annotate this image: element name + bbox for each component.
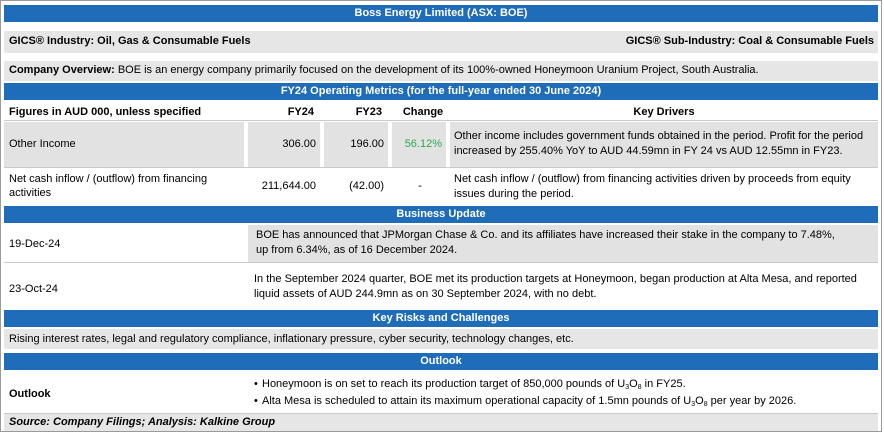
source-note: Source: Company Filings; Analysis: Kalki…	[9, 416, 276, 428]
update-text: In the September 2024 quarter, BOE met i…	[254, 273, 857, 300]
outlook-bullet: Alta Mesa is scheduled to attain its max…	[254, 393, 864, 410]
subscript: 8	[637, 384, 642, 391]
outlook-row: Outlook Honeymoon is on set to reach its…	[4, 373, 878, 411]
fy23-cell: 196.00	[324, 122, 388, 167]
bullet-text: Honeymoon is on set to reach its product…	[262, 378, 626, 390]
gics-industry: GICS® Industry: Oil, Gas & Consumable Fu…	[9, 35, 251, 47]
change-cell: 56.12%	[392, 122, 446, 167]
update-text-cell: BOE has announced that JPMorgan Chase & …	[248, 225, 878, 262]
header-figures: Figures in AUD 000, unless specified	[9, 106, 202, 118]
metric-label: Other Income	[9, 138, 76, 150]
gics-sub-industry: GICS® Sub-Industry: Coal & Consumable Fu…	[625, 35, 874, 47]
company-overview-text: BOE is an energy company primarily focus…	[117, 64, 759, 76]
update-date: 23-Oct-24	[9, 283, 58, 295]
header-change: Change	[402, 106, 444, 118]
table-row: Net cash inflow / (outflow) from financi…	[4, 170, 878, 204]
source-row: Source: Company Filings; Analysis: Kalki…	[4, 413, 878, 431]
table-row: Other Income 306.00 196.00 56.12% Other …	[4, 122, 878, 168]
key-drivers-cell: Other income includes government funds o…	[450, 122, 878, 167]
change-value: 56.12%	[404, 138, 442, 150]
bullet-text: per year by 2026.	[707, 395, 797, 407]
key-drivers-text: Net cash inflow / (outflow) from financi…	[454, 173, 851, 200]
metric-label: Net cash inflow / (outflow) from financi…	[9, 173, 208, 199]
header-fy24: FY24	[287, 106, 314, 118]
list-item: 19-Dec-24 BOE has announced that JPMorga…	[4, 225, 878, 263]
key-drivers-text: Other income includes government funds o…	[454, 130, 864, 157]
outlook-bullets: Honeymoon is on set to reach its product…	[254, 376, 864, 410]
fy24-value: 211,644.00	[261, 180, 316, 192]
update-text: BOE has announced that JPMorgan Chase & …	[256, 229, 835, 256]
fy23-value: (42.00)	[349, 180, 384, 192]
metric-label-cell: Other Income	[4, 122, 244, 167]
gics-row: GICS® Industry: Oil, Gas & Consumable Fu…	[4, 31, 878, 53]
outlook-label: Outlook	[9, 388, 51, 400]
fy24-cell: 306.00	[248, 122, 320, 167]
fy23-value: 196.00	[350, 138, 384, 150]
outlook-bullet: Honeymoon is on set to reach its product…	[254, 376, 864, 393]
header-key-drivers: Key Drivers	[633, 106, 695, 118]
bullet-text: O	[695, 395, 704, 407]
company-overview-row: Company Overview: BOE is an energy compa…	[4, 61, 878, 81]
table-title: Boss Energy Limited (ASX: BOE)	[4, 5, 878, 22]
operating-metrics-title: FY24 Operating Metrics (for the full-yea…	[4, 83, 878, 100]
company-overview: Company Overview: BOE is an energy compa…	[9, 64, 759, 76]
bullet-text: O	[629, 378, 638, 390]
subscript: 3	[691, 401, 696, 408]
fy24-value: 306.00	[282, 138, 316, 150]
header-fy23: FY23	[355, 106, 382, 118]
subscript: 3	[625, 384, 630, 391]
bullet-text: in FY25.	[641, 378, 686, 390]
company-overview-label: Company Overview:	[9, 64, 115, 76]
update-date: 19-Dec-24	[9, 238, 61, 250]
metrics-header-row: Figures in AUD 000, unless specified FY2…	[4, 104, 878, 121]
bullet-text: Alta Mesa is scheduled to attain its max…	[262, 395, 692, 407]
risks-title: Key Risks and Challenges	[4, 310, 878, 327]
risks-text: Rising interest rates, legal and regulat…	[9, 333, 574, 345]
subscript: 8	[703, 401, 708, 408]
business-update-title: Business Update	[4, 206, 878, 223]
change-value: -	[418, 180, 422, 192]
risks-row: Rising interest rates, legal and regulat…	[4, 329, 878, 349]
list-item: 23-Oct-24 In the September 2024 quarter,…	[4, 266, 878, 306]
outlook-title: Outlook	[4, 353, 878, 370]
